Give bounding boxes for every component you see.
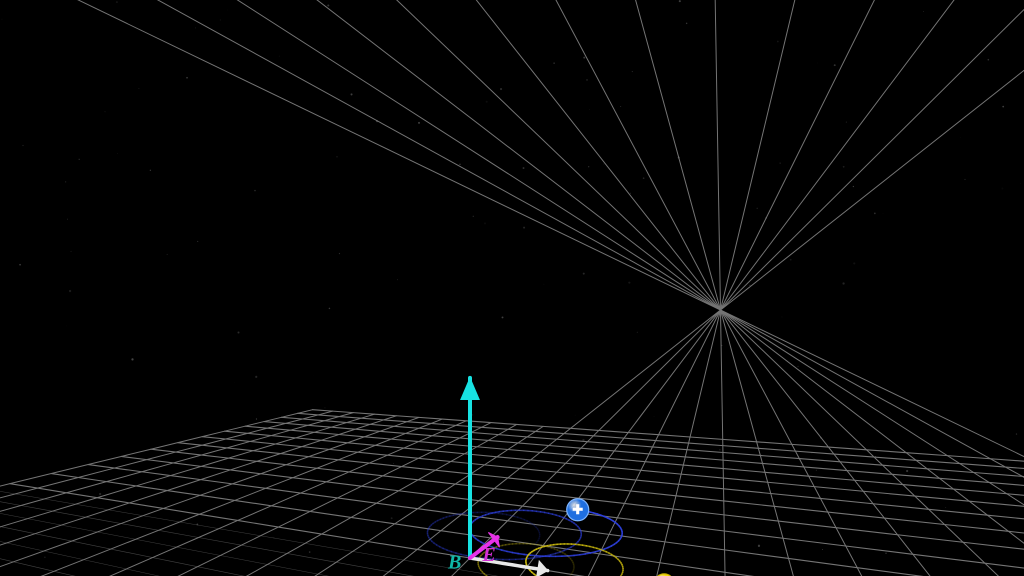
axis-label-e: E: [481, 544, 495, 566]
physics-3d-scene: BE✚━: [0, 0, 1024, 576]
positive-particle: ✚: [567, 499, 589, 521]
scene-svg: BE✚━: [0, 0, 1024, 576]
axis-label-b: B: [447, 551, 461, 573]
positive-particle-symbol: ✚: [572, 502, 583, 517]
starfield: [0, 0, 1024, 576]
